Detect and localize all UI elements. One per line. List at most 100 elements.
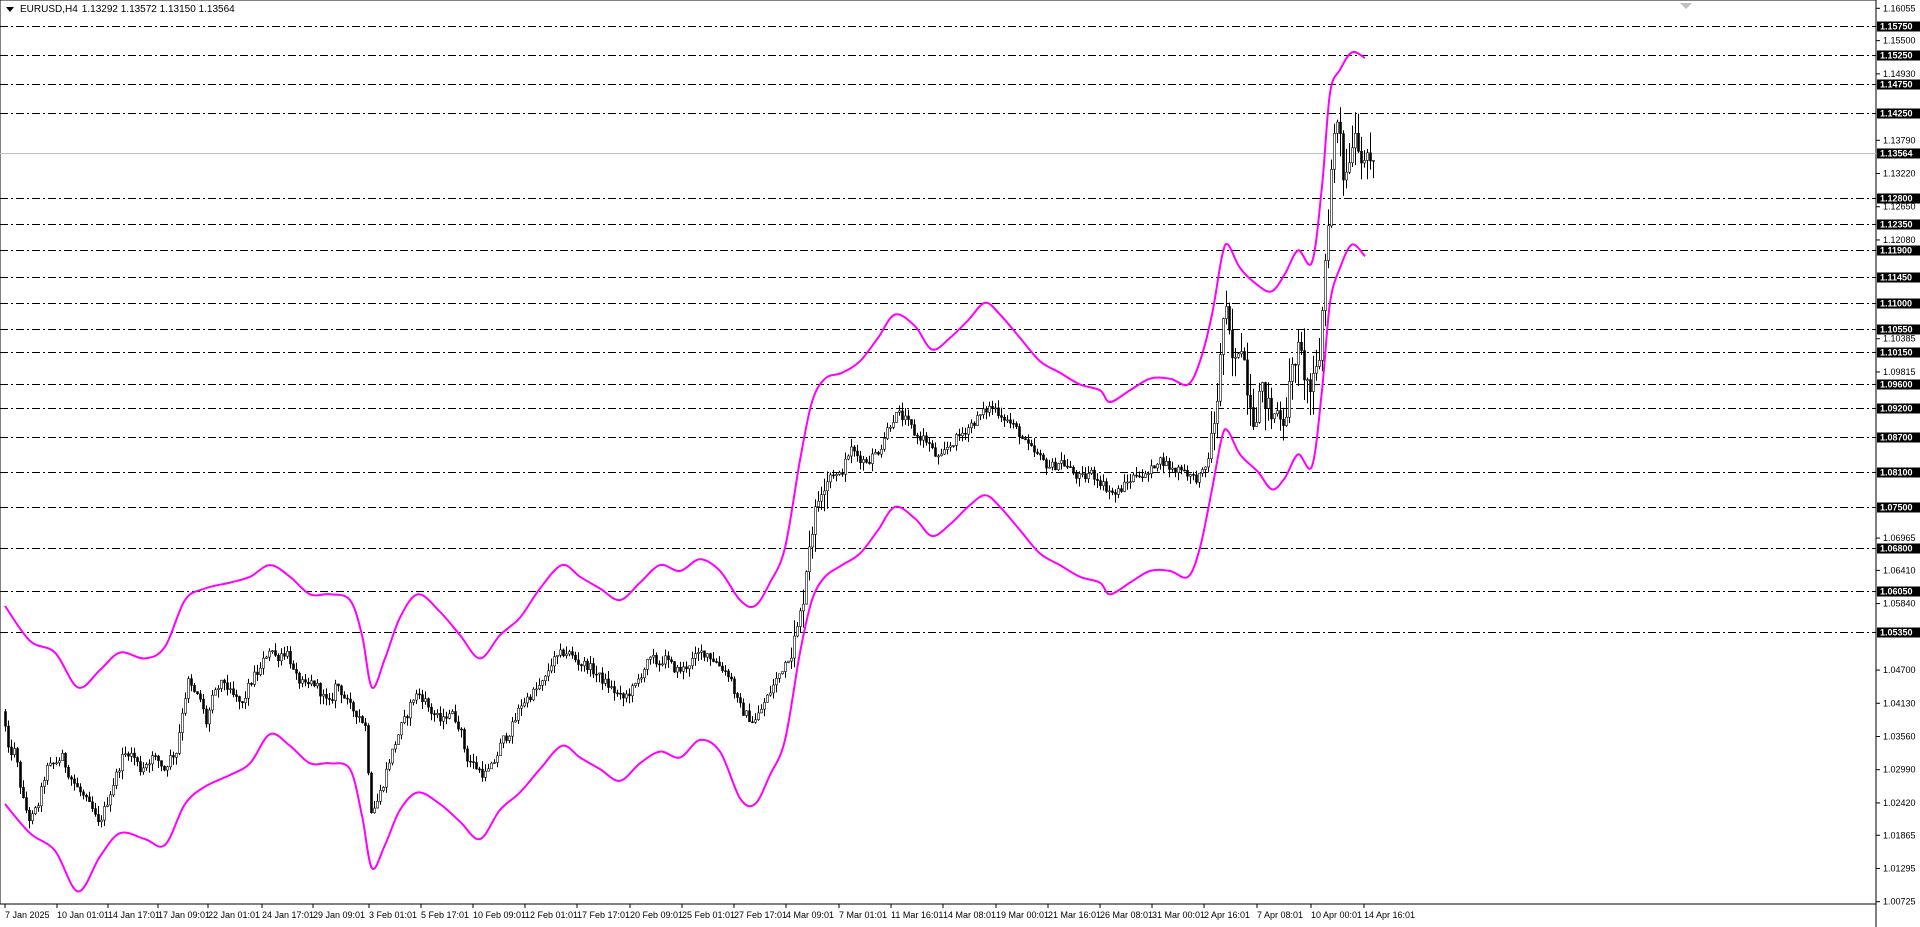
candle-body — [364, 722, 367, 726]
candle-body — [925, 435, 928, 443]
candle-body — [1285, 416, 1288, 426]
candle-body — [1339, 121, 1342, 134]
candle-body — [1369, 152, 1372, 162]
candle-body — [772, 684, 775, 694]
level-label-box — [1877, 193, 1920, 204]
time-label: 12 Feb 01:01 — [525, 910, 578, 920]
candle-body — [490, 762, 493, 770]
candle-body — [88, 796, 91, 803]
candle-body — [703, 650, 706, 658]
time-label: 11 Mar 16:01 — [891, 910, 943, 920]
time-label: 17 Jan 09:01 — [158, 910, 210, 920]
candle-body — [982, 408, 985, 415]
time-label: 21 Mar 16:01 — [1048, 910, 1101, 920]
candle-body — [412, 699, 415, 703]
candle-body — [844, 458, 847, 475]
candle-body — [280, 653, 283, 662]
candle-body — [964, 432, 967, 435]
candle-body — [916, 434, 919, 437]
candle-body — [829, 474, 832, 483]
candle-body — [1246, 359, 1249, 396]
candle-body — [226, 682, 229, 690]
dropdown-triangle-icon[interactable] — [6, 7, 14, 12]
candle-body — [700, 650, 703, 653]
candle-body — [1165, 460, 1168, 466]
price-tick-label: 1.12080 — [1883, 235, 1916, 245]
candle-body — [598, 672, 601, 675]
level-label: 1.10550 — [1880, 325, 1913, 335]
candle-body — [883, 438, 886, 450]
time-label: 29 Jan 09:01 — [313, 910, 365, 920]
candle-body — [769, 692, 772, 696]
horizontal-levels — [0, 26, 1876, 633]
candle-body — [1264, 382, 1267, 409]
candle-body — [712, 658, 715, 662]
price-tick-label: 1.16055 — [1883, 3, 1916, 13]
candle-body — [1135, 474, 1138, 477]
candle-body — [1090, 469, 1093, 474]
candle-body — [1276, 410, 1279, 415]
candle-body — [814, 506, 817, 535]
level-label: 1.08100 — [1880, 468, 1913, 478]
candle-body — [154, 755, 157, 757]
candle-body — [1072, 466, 1075, 474]
candle-body — [1117, 488, 1120, 495]
candle-body — [745, 710, 748, 716]
candle-body — [1360, 150, 1363, 164]
time-label: 14 Mar 08:01 — [943, 910, 996, 920]
candle-body — [988, 405, 991, 413]
candle-body — [361, 716, 364, 724]
candle-body — [334, 683, 337, 701]
candle-body — [904, 415, 907, 421]
candle-body — [1123, 481, 1126, 492]
candle-body — [739, 697, 742, 704]
level-label-box — [1877, 21, 1920, 32]
candle-body — [187, 678, 190, 699]
candle-body — [1189, 474, 1192, 477]
candle-body — [979, 414, 982, 416]
candle-body — [652, 654, 655, 658]
price-tick-label: 1.09815 — [1883, 367, 1916, 377]
candle-body — [583, 660, 586, 667]
candle-body — [757, 712, 760, 721]
level-label: 1.05350 — [1880, 628, 1913, 638]
candle-body — [43, 780, 46, 787]
candle-body — [685, 666, 688, 670]
candle-body — [1327, 225, 1330, 261]
candle-body — [1132, 474, 1135, 482]
scroll-marker-icon[interactable] — [1680, 3, 1692, 9]
candle-body — [199, 693, 202, 700]
candle-body — [688, 665, 691, 670]
candle-body — [631, 685, 634, 697]
candle-body — [871, 453, 874, 464]
candle-body — [1168, 460, 1171, 470]
candle-body — [292, 663, 295, 670]
candle-body — [79, 786, 82, 793]
candle-body — [52, 762, 55, 765]
candle-body — [31, 813, 34, 822]
level-label-box — [1877, 467, 1920, 478]
candle-body — [313, 680, 316, 687]
candle-body — [316, 682, 319, 687]
candle-body — [1243, 351, 1246, 361]
candle-body — [274, 650, 277, 656]
candle-body — [1177, 466, 1180, 473]
candle-body — [946, 446, 949, 450]
candle-body — [1270, 397, 1273, 420]
candle-body — [337, 683, 340, 687]
candle-body — [532, 688, 535, 701]
candle-body — [718, 661, 721, 667]
candle-body — [1306, 379, 1309, 381]
candle-body — [619, 692, 622, 695]
candle-body — [1222, 318, 1225, 355]
candle-body — [511, 721, 514, 737]
lower-band-line — [4, 243, 1366, 893]
candle-body — [805, 571, 808, 605]
candle-body — [634, 682, 637, 686]
candle-body — [919, 435, 922, 441]
candle-body — [241, 701, 244, 704]
time-label: 26 Mar 08:01 — [1100, 910, 1153, 920]
candle-body — [1216, 400, 1219, 424]
